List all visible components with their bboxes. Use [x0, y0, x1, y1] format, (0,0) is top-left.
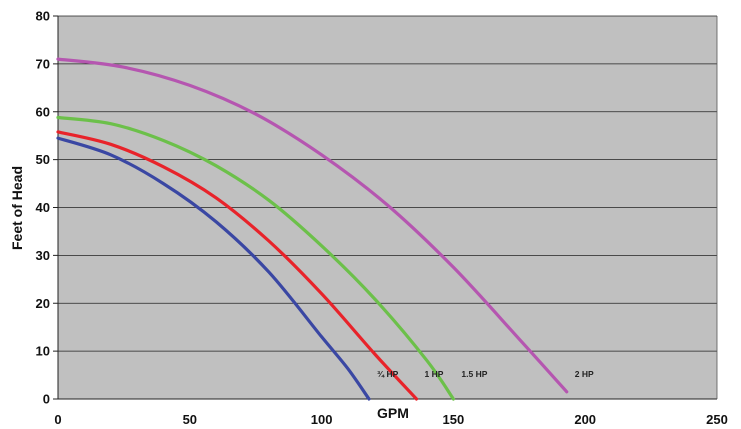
- axes: [53, 15, 718, 400]
- y-tick-label: 60: [36, 104, 50, 119]
- grid-lines: [58, 15, 717, 352]
- y-tick-label: 50: [36, 152, 50, 167]
- series-label-2: 1 HP: [424, 369, 443, 379]
- series-label-1: ¾ HP: [377, 369, 399, 379]
- x-tick-label: 200: [574, 412, 596, 427]
- x-axis-title: GPM: [377, 405, 409, 421]
- series-group: [56, 57, 569, 401]
- series-line-3: [56, 115, 455, 401]
- x-tick-label: 150: [443, 412, 465, 427]
- y-tick-label: 80: [36, 9, 50, 24]
- series-labels: ¾ HP 1 HP 1.5 HP 2 HP: [377, 369, 594, 379]
- series-line-1: [56, 136, 371, 401]
- x-tick-label: 250: [706, 412, 728, 427]
- x-tick-labels: 0 50 100 150 200 250: [54, 412, 727, 427]
- y-tick-label: 20: [36, 296, 50, 311]
- y-axis-title: Feet of Head: [9, 166, 25, 250]
- y-tick-label: 40: [36, 200, 50, 215]
- series-label-4: 2 HP: [575, 369, 594, 379]
- x-tick-label: 100: [311, 412, 333, 427]
- y-tick-label: 30: [36, 248, 50, 263]
- y-tick-label: 0: [43, 392, 50, 407]
- x-tick-label: 0: [54, 412, 61, 427]
- y-tick-label: 10: [36, 344, 50, 359]
- series-label-3: 1.5 HP: [461, 369, 487, 379]
- y-tick-labels: 0 10 20 30 40 50 60 70 80: [36, 9, 50, 407]
- series-line-4: [56, 57, 569, 394]
- series-line-2: [56, 130, 419, 401]
- x-tick-label: 50: [183, 412, 197, 427]
- y-tick-label: 70: [36, 56, 50, 71]
